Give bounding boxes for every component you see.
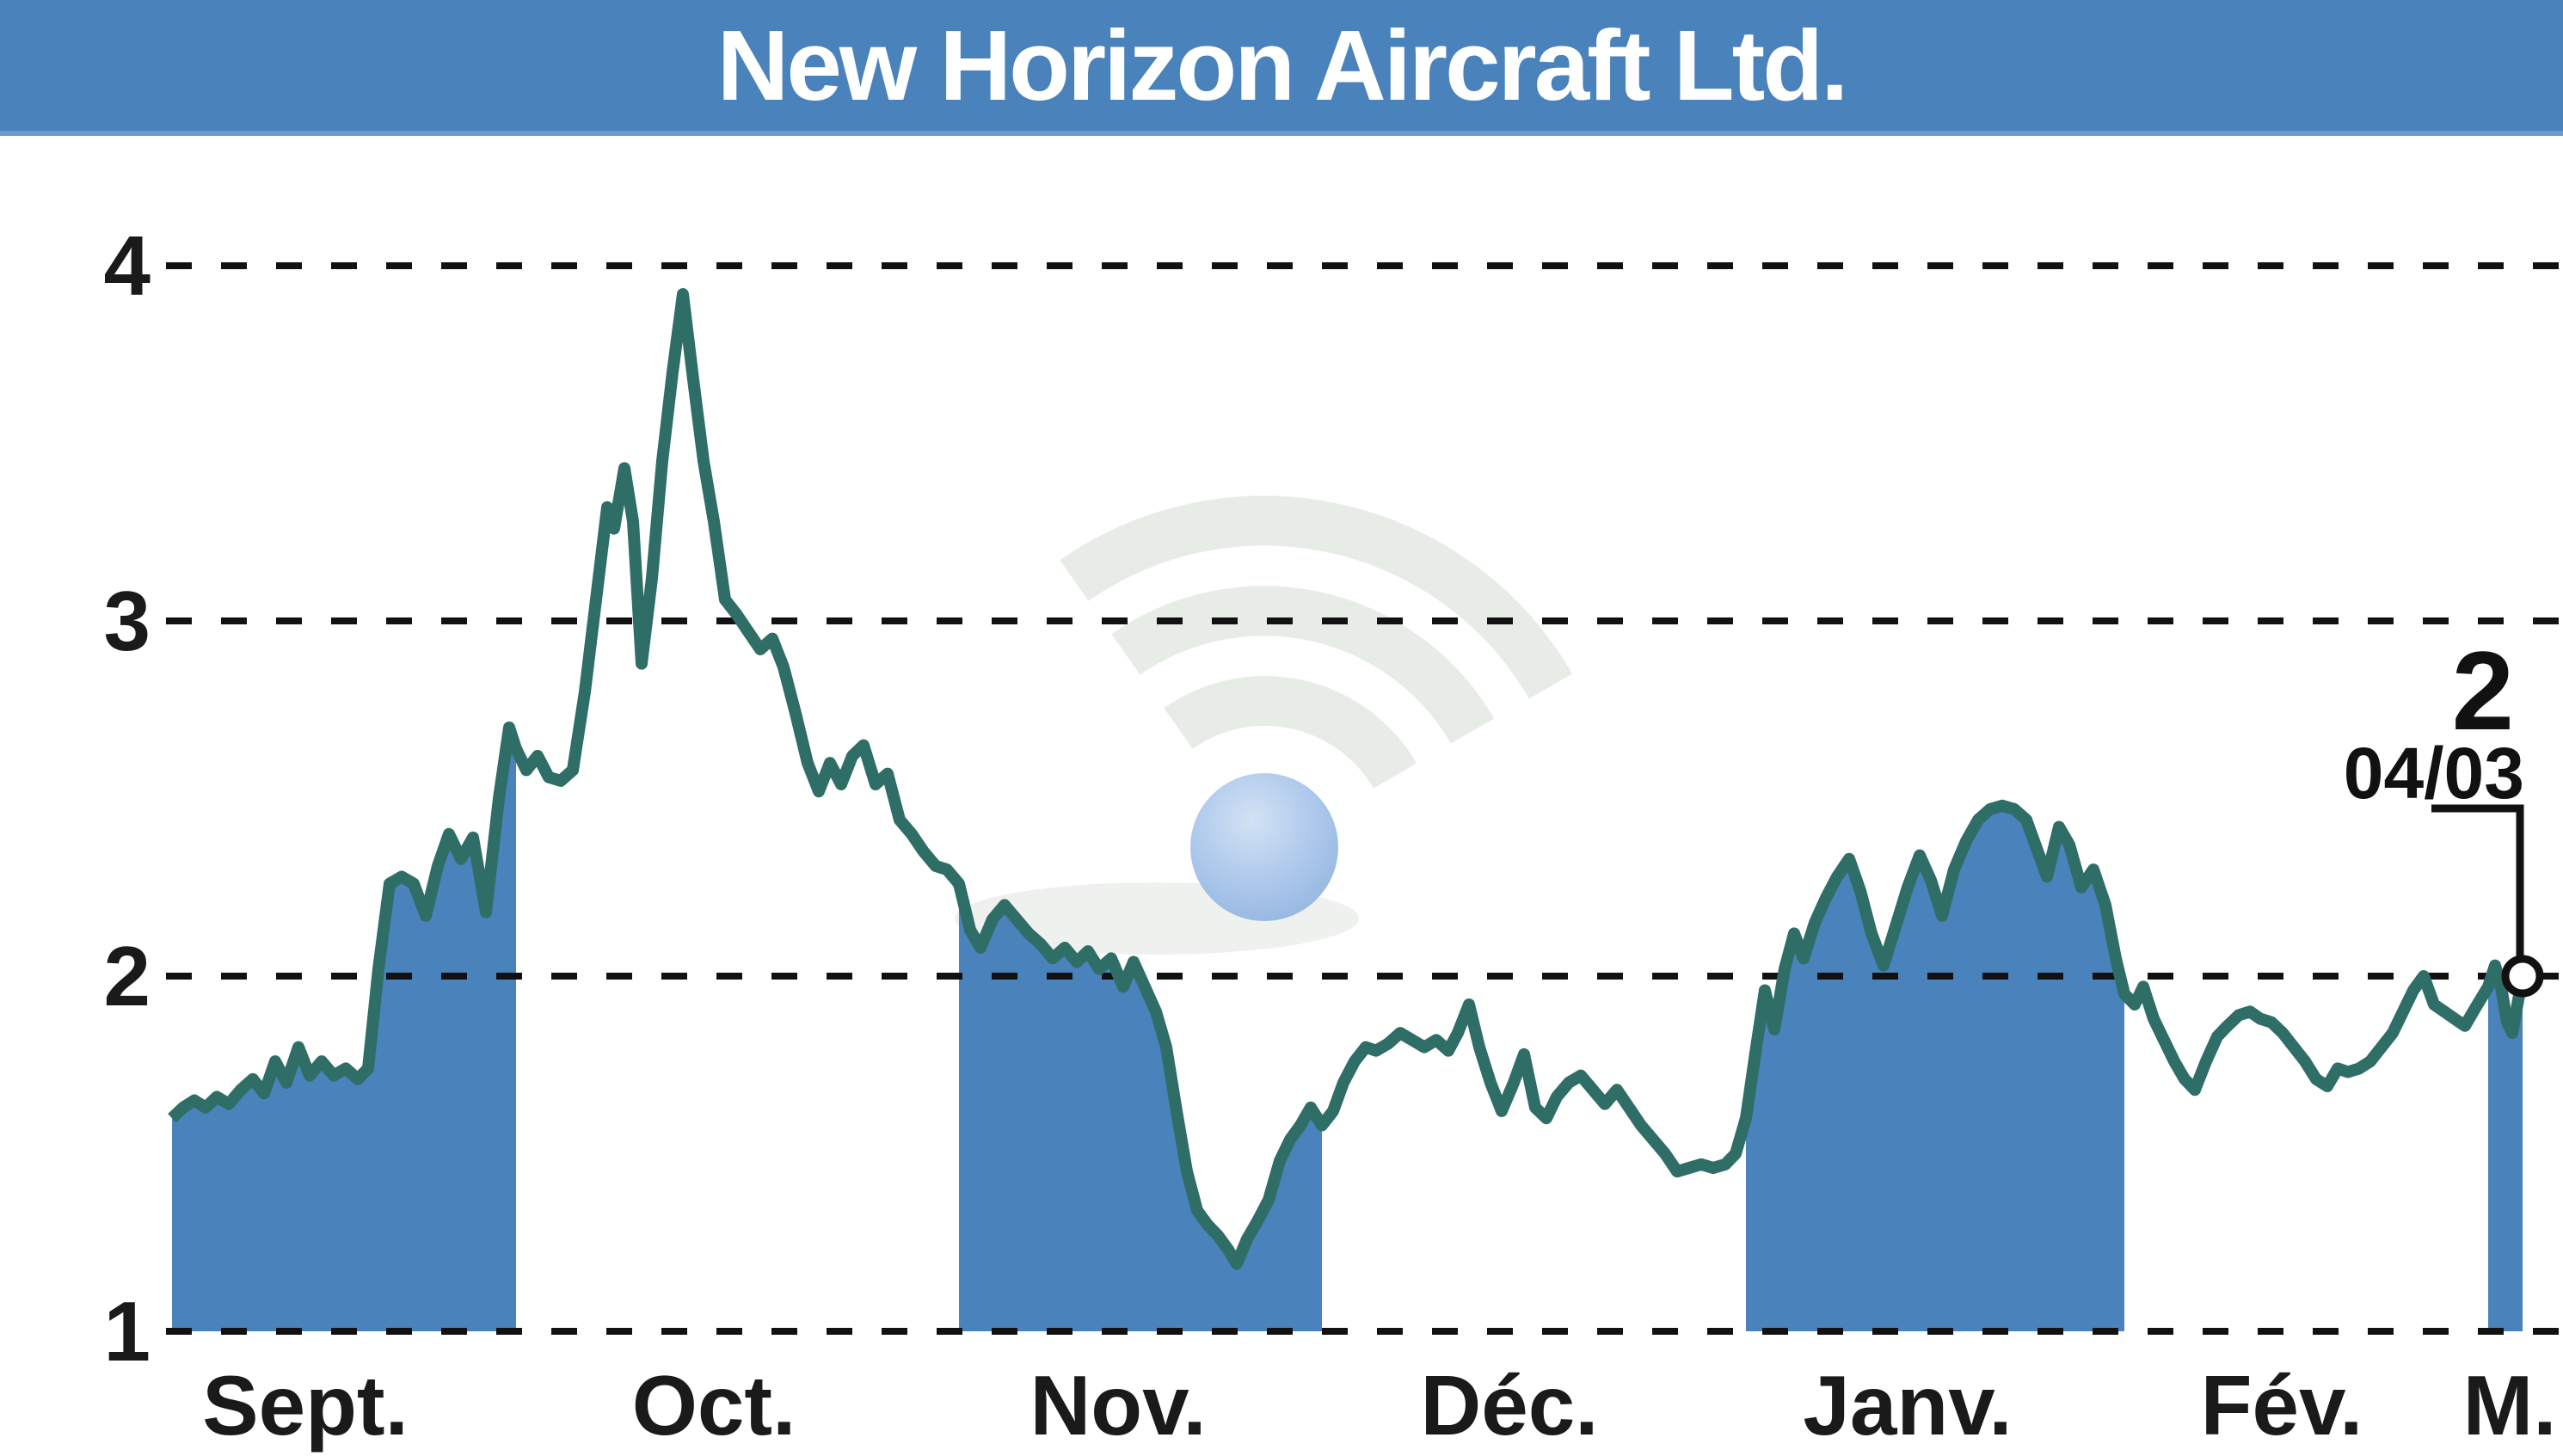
- month-label-m: M.: [2463, 1358, 2557, 1453]
- x-axis-month-labels: Sept. Oct. Nov. Déc. Janv. Fév. M.: [202, 1358, 2556, 1453]
- chart-title: New Horizon Aircraft Ltd.: [716, 9, 1849, 121]
- header-banner: New Horizon Aircraft Ltd.: [0, 0, 2563, 136]
- shaded-area-m: [2488, 965, 2523, 1331]
- month-label-sept: Sept.: [202, 1358, 409, 1453]
- watermark-arc-inner: [1164, 676, 1417, 789]
- last-price-label: 2: [2452, 628, 2514, 753]
- month-label-nov: Nov.: [1030, 1358, 1206, 1453]
- callout-connector-line: [2431, 804, 2524, 976]
- watermark-arc-middle: [1111, 586, 1495, 744]
- y-tick-label-3: 3: [103, 574, 151, 668]
- last-price-callout: 2 04/03: [2344, 628, 2544, 998]
- watermark-sphere: [1190, 773, 1338, 921]
- month-label-fév: Fév.: [2201, 1358, 2363, 1453]
- month-label-oct: Oct.: [632, 1358, 796, 1453]
- y-tick-label-4: 4: [103, 218, 151, 313]
- month-label-déc: Déc.: [1420, 1358, 1598, 1453]
- shaded-area-nov: [959, 883, 1322, 1331]
- watermark-logo: [955, 495, 1573, 955]
- gridlines: [166, 262, 2563, 1335]
- last-point-marker: [2501, 955, 2544, 998]
- y-tick-label-2: 2: [103, 929, 151, 1023]
- shaded-month-areas: [172, 727, 2523, 1331]
- shaded-area-sept: [172, 727, 516, 1331]
- y-tick-label-1: 1: [103, 1284, 151, 1379]
- month-label-janv: Janv.: [1803, 1358, 2012, 1453]
- price-line: [168, 288, 2529, 1270]
- y-axis-labels: 4 3 2 1: [103, 218, 151, 1379]
- shaded-area-janv: [1746, 805, 2124, 1331]
- last-date-label: 04/03: [2344, 733, 2524, 814]
